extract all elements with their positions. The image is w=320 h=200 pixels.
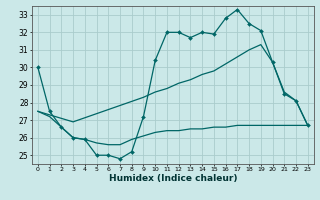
X-axis label: Humidex (Indice chaleur): Humidex (Indice chaleur) bbox=[108, 174, 237, 183]
